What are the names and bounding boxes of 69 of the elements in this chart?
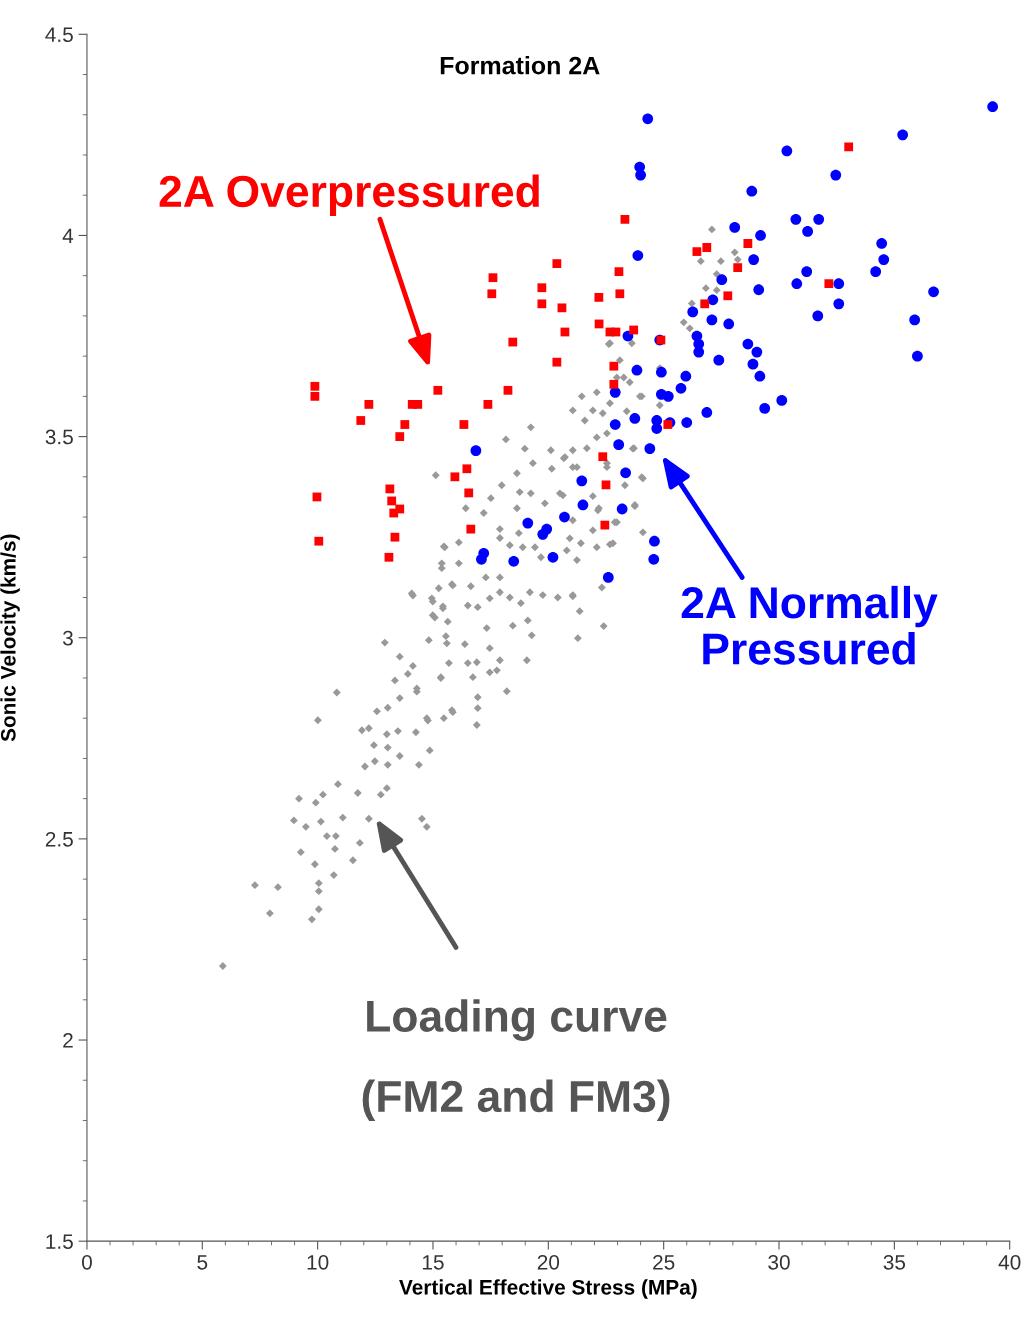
point	[356, 416, 366, 425]
point	[824, 279, 834, 289]
point	[600, 520, 610, 530]
point	[594, 293, 604, 302]
point	[384, 552, 394, 562]
y-tick-label: 4	[62, 228, 74, 243]
y-axis-title: Sonic Velocity (km/s)	[0, 534, 20, 742]
point	[508, 337, 518, 347]
point	[413, 400, 423, 409]
y-tick-label: 2.5	[45, 831, 73, 847]
point	[459, 420, 469, 429]
annotation: 2A Overpressured	[159, 174, 539, 216]
point	[433, 385, 443, 395]
point	[557, 303, 567, 313]
point	[488, 273, 498, 283]
point	[620, 214, 630, 224]
point	[450, 472, 460, 482]
point	[400, 420, 410, 429]
point	[387, 496, 397, 506]
point	[615, 289, 625, 299]
x-tick-label: 40	[998, 1254, 1021, 1270]
point	[609, 361, 619, 371]
point	[537, 299, 547, 309]
y-tick-label: 3	[62, 630, 73, 646]
y-tick-label: 1.5	[46, 1234, 73, 1249]
point	[483, 400, 493, 409]
text: Formation 2A	[440, 56, 600, 75]
point	[487, 289, 497, 299]
y-tick-label: 2	[63, 1033, 73, 1048]
point	[395, 504, 405, 514]
point	[614, 267, 624, 277]
x-tick-label: 5	[197, 1255, 208, 1270]
point	[310, 391, 320, 401]
annotation: Loading curve (FM2 and FM3)	[362, 999, 670, 1121]
x-axis-title: Vertical Effective Stress (MPa)	[399, 1279, 697, 1299]
point	[629, 325, 639, 335]
point	[390, 532, 400, 542]
x-tick-label: 25	[653, 1254, 675, 1270]
y-tick-label: 4.5	[45, 27, 73, 43]
point	[314, 536, 324, 546]
point	[743, 239, 753, 248]
x-tick-label: 20	[537, 1254, 560, 1270]
x-tick-label: 10	[307, 1254, 329, 1270]
point	[601, 480, 611, 490]
point	[598, 452, 608, 462]
point	[700, 299, 710, 309]
x-tick-label: 35	[883, 1254, 906, 1270]
point	[462, 464, 472, 474]
point	[692, 247, 702, 256]
point	[310, 381, 320, 391]
point	[466, 524, 476, 534]
x-tick-label: 30	[768, 1254, 790, 1270]
point	[364, 400, 374, 409]
point	[385, 484, 395, 494]
point	[844, 142, 854, 152]
point	[537, 283, 547, 293]
point	[395, 432, 405, 441]
point	[723, 291, 733, 301]
point	[552, 259, 562, 268]
point	[702, 243, 712, 252]
annotation: 2A Normally Pressured	[681, 585, 938, 665]
point	[503, 385, 513, 395]
x-tick-label: 15	[422, 1255, 444, 1270]
x-tick-label: 0	[81, 1254, 92, 1270]
point	[552, 357, 562, 367]
point	[733, 263, 743, 273]
point	[609, 379, 619, 389]
point	[464, 488, 474, 498]
y-tick-label: 3.5	[45, 429, 73, 445]
